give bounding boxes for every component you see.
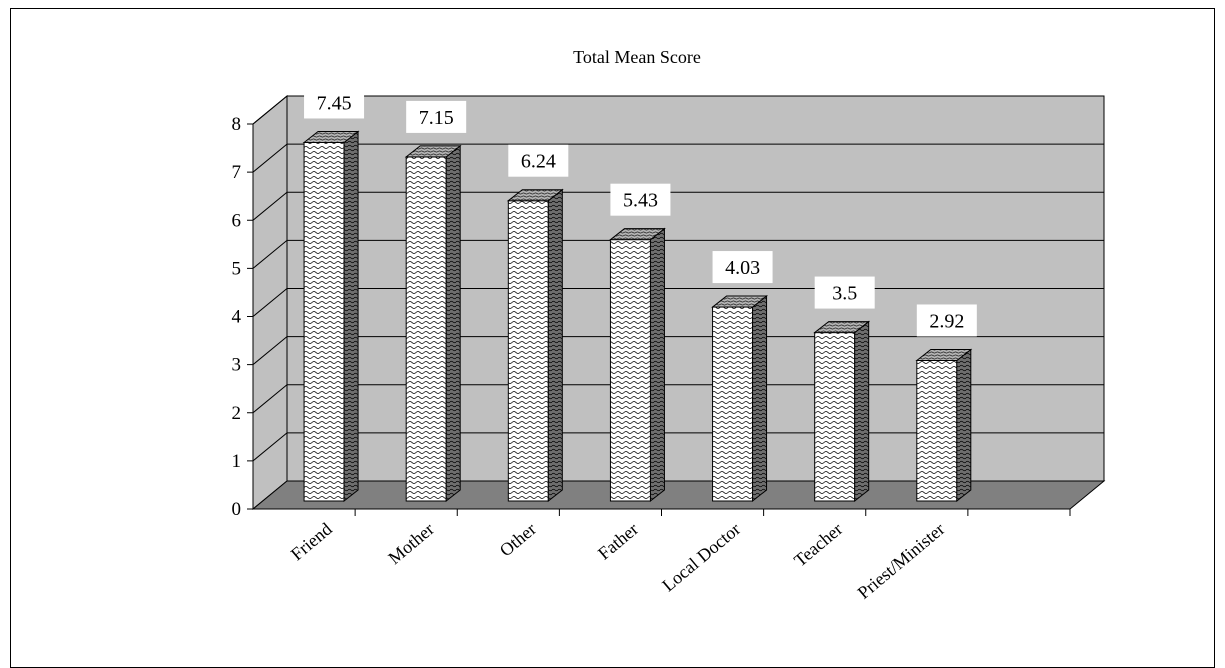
bar-top-face bbox=[404, 145, 462, 158]
data-label: 4.03 bbox=[725, 257, 760, 279]
y-tick-label: 8 bbox=[232, 114, 242, 135]
bar bbox=[302, 130, 360, 503]
plot-walls bbox=[251, 94, 1106, 511]
data-label: 6.24 bbox=[521, 151, 556, 173]
bar-side-face bbox=[649, 227, 665, 503]
x-tick-label: Priest/Minister bbox=[854, 519, 949, 603]
bar-front-face bbox=[609, 239, 651, 502]
bar-top-face bbox=[915, 348, 973, 361]
bar-side-face bbox=[956, 348, 972, 503]
floor bbox=[251, 480, 1106, 510]
data-label-box bbox=[610, 183, 671, 216]
data-label-box bbox=[406, 100, 467, 133]
y-tick-label: 6 bbox=[232, 210, 242, 231]
chart-title: Total Mean Score bbox=[573, 47, 701, 67]
gridline bbox=[252, 191, 1104, 221]
y-tick-label: 0 bbox=[232, 499, 242, 520]
y-tick-label: 2 bbox=[232, 403, 242, 424]
y-tick-label: 5 bbox=[232, 258, 242, 279]
bar-top-face bbox=[711, 295, 769, 308]
bar-side-face bbox=[752, 295, 768, 503]
bar-side-face bbox=[547, 188, 563, 503]
y-axis-ticks: 0 1 2 3 4 5 6 7 8 bbox=[232, 114, 253, 520]
bar bbox=[915, 348, 973, 503]
bar-side-face bbox=[343, 130, 359, 503]
data-label-box bbox=[916, 304, 977, 337]
x-tick-label: Father bbox=[594, 519, 642, 564]
y-tick-label: 1 bbox=[232, 451, 242, 472]
data-label-box bbox=[304, 86, 365, 119]
x-tick-label: Teacher bbox=[790, 519, 846, 571]
data-label: 5.43 bbox=[623, 190, 658, 212]
bar bbox=[608, 227, 666, 503]
y-tick-label: 7 bbox=[232, 162, 242, 183]
x-tick-label: Mother bbox=[384, 519, 437, 568]
bar-front-face bbox=[814, 332, 856, 502]
bar-front-face bbox=[916, 359, 958, 502]
data-label: 7.15 bbox=[419, 107, 454, 129]
bar-front-face bbox=[712, 306, 754, 502]
x-axis-ticks: Friend Mother Other Father Local Doctor Teach… bbox=[287, 509, 1071, 603]
bar-top-face bbox=[608, 228, 666, 241]
bar bbox=[404, 144, 462, 503]
x-tick-label: Friend bbox=[287, 519, 336, 565]
bar-top-face bbox=[813, 321, 871, 334]
bars bbox=[302, 130, 973, 503]
bar-front-face bbox=[507, 200, 549, 502]
bar-front-face bbox=[303, 141, 345, 502]
data-label: 7.45 bbox=[317, 92, 352, 114]
bar bbox=[711, 295, 769, 503]
bar bbox=[813, 320, 871, 503]
data-label-box bbox=[712, 251, 773, 284]
bar-top-face bbox=[506, 189, 564, 202]
bar-side-face bbox=[854, 320, 870, 503]
gridline bbox=[252, 239, 1104, 269]
gridline bbox=[252, 143, 1104, 173]
x-tick-label: Other bbox=[496, 519, 540, 561]
bar bbox=[506, 188, 564, 503]
bar-side-face bbox=[445, 144, 461, 503]
data-labels: 7.45 7.15 6.24 5.43 4.03 3.5 2.92 bbox=[304, 86, 977, 337]
data-label: 3.5 bbox=[832, 283, 857, 305]
y-tick-label: 4 bbox=[232, 307, 242, 328]
y-tick-label: 3 bbox=[232, 355, 242, 376]
data-label-box bbox=[508, 144, 569, 177]
data-label: 2.92 bbox=[929, 310, 964, 332]
gridline bbox=[252, 95, 1104, 125]
x-tick-label: Local Doctor bbox=[658, 519, 744, 596]
bar-front-face bbox=[405, 156, 447, 502]
bar-top-face bbox=[302, 130, 360, 143]
data-label-box bbox=[814, 276, 875, 309]
